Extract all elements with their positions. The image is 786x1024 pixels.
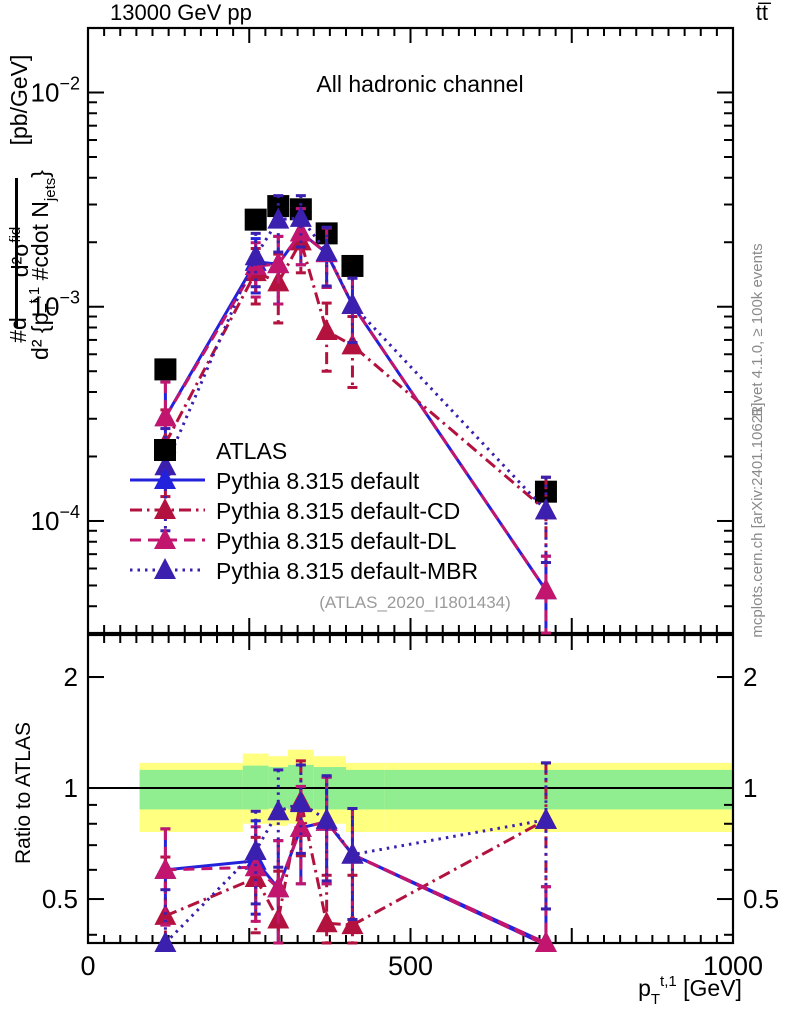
data-point — [154, 405, 177, 427]
ratio-band-inner — [217, 769, 243, 810]
analysis-id-watermark: (ATLAS_2020_I1801434) — [319, 593, 511, 612]
legend-label: Pythia 8.315 default-DL — [216, 528, 457, 554]
ylabel-fraction-bar — [15, 178, 18, 328]
xaxis-label: pTt,1 [GeV] — [638, 973, 742, 1008]
ylabel-unit: [pb/GeV] — [6, 55, 32, 146]
xtick-label: 0 — [80, 951, 95, 981]
ratio-data-point — [534, 931, 557, 952]
legend-label: Pythia 8.315 default-MBR — [216, 558, 478, 584]
legend-entry[interactable]: Pythia 8.315 default-CD — [130, 498, 460, 524]
legend-marker-square — [154, 439, 176, 461]
legend-label: Pythia 8.315 default-CD — [216, 498, 460, 524]
ratio-band-inner — [384, 769, 733, 810]
xtick-label: 1000 — [703, 951, 763, 981]
svg-text:d²σfid: d²σfid — [7, 227, 33, 278]
ylabel-den-sub2: jets — [42, 178, 59, 202]
ratio-ytick-label-right: 1 — [743, 773, 757, 803]
data-point — [154, 454, 177, 476]
ratio-ylabel: Ratio to ATLAS — [12, 722, 35, 864]
ratio-band-inner — [346, 769, 385, 810]
ylabel-den-sup1: t,1 — [26, 287, 43, 304]
svg-text:pTt,1 [GeV]: pTt,1 [GeV] — [638, 973, 742, 1008]
ratio-data-point — [154, 931, 177, 952]
xtick-label: 500 — [388, 951, 433, 981]
data-point — [289, 220, 312, 242]
data-point — [267, 252, 290, 274]
ratio-series-pythia-8-315-default-mbr — [154, 761, 557, 952]
ylabel-den-mid: #cdot N — [27, 201, 53, 287]
ratio-data-point — [267, 799, 290, 821]
ratio-data-point — [267, 876, 290, 898]
header-process-label: tt̅ — [756, 0, 772, 25]
mcplots-source-note: mcplots.cern.ch [arXiv:2401.10621] — [749, 402, 766, 637]
ytick-label: 10−2 — [31, 73, 80, 107]
ratio-data-point — [341, 842, 364, 864]
data-point — [534, 578, 557, 600]
data-point — [244, 244, 267, 266]
ratio-ytick-label: 1 — [64, 773, 78, 803]
data-point — [341, 254, 364, 277]
ratio-data-point — [244, 866, 267, 888]
axis-tick-labels: 10−2 10−3 10−4 2 2 1 1 0.5 0.5 0 500 1000 — [31, 73, 780, 981]
data-point — [534, 480, 557, 503]
xlabel-sup: t,1 — [660, 973, 677, 990]
ratio-data-point — [534, 807, 557, 829]
legend-label: Pythia 8.315 default — [216, 468, 420, 494]
series-atlas — [154, 195, 557, 503]
ratio-uncertainty-bands — [88, 749, 733, 832]
data-point — [267, 207, 290, 229]
data-point — [267, 195, 290, 218]
legend-entry[interactable]: ATLAS — [154, 438, 287, 464]
legend: ATLAS Pythia 8.315 default Pythia 8.315 de… — [130, 438, 478, 584]
ratio-panel-data — [154, 759, 557, 952]
ytick-label: 10−4 — [31, 502, 80, 536]
data-point — [315, 319, 338, 341]
data-point — [534, 498, 557, 520]
ratio-data-point — [244, 838, 267, 860]
xlabel-base: p — [638, 975, 651, 1001]
ratio-data-point — [315, 807, 338, 829]
legend-entry[interactable]: Pythia 8.315 default-MBR — [130, 558, 478, 584]
legend-entry[interactable]: Pythia 8.315 default — [130, 468, 420, 494]
legend-marker-triangle — [154, 468, 176, 489]
data-point — [315, 240, 338, 262]
ylabel-den-sub1: T — [42, 303, 59, 312]
ratio-data-point — [154, 857, 177, 879]
ylabel-denominator: d² {p — [27, 313, 53, 360]
main-ylabel-fraction: d²σfid d² {pTt,1 #cdot Njets} [pb/GeV] — [6, 55, 59, 360]
ratio-ytick-label: 0.5 — [42, 884, 78, 914]
svg-text:[pb/GeV]: [pb/GeV] — [6, 55, 32, 146]
ylabel-numerator: d²σ — [7, 243, 33, 278]
rivet-version-note: Rivet 4.1.0, ≥ 100k events — [749, 243, 766, 416]
legend-entry[interactable]: Pythia 8.315 default-DL — [130, 528, 457, 554]
ratio-ytick-label: 2 — [64, 662, 78, 692]
ytick-label: 10−3 — [31, 288, 80, 322]
data-point — [244, 208, 267, 231]
ylabel-den-end: } — [27, 170, 53, 178]
ratio-data-point — [341, 913, 364, 935]
data-point — [289, 205, 312, 227]
xlabel-unit: [GeV] — [677, 975, 742, 1001]
axis-ticks — [87, 27, 734, 943]
data-point — [154, 358, 177, 381]
legend-marker-triangle — [154, 528, 176, 549]
legend-marker-triangle — [154, 498, 176, 519]
main-panel-title: All hadronic channel — [316, 71, 523, 97]
ratio-ytick-label-right: 0.5 — [743, 884, 779, 914]
legend-marker-triangle — [154, 558, 176, 579]
ratio-data-point — [315, 911, 338, 933]
ratio-band-inner — [139, 769, 217, 810]
svg-text:d² {pTt,1 #cdot Njets}: d² {pTt,1 #cdot Njets} — [26, 170, 59, 360]
ratio-data-point — [289, 791, 312, 813]
xlabel-sub: T — [651, 991, 660, 1008]
ratio-ytick-label-right: 2 — [743, 662, 757, 692]
legend-label: ATLAS — [216, 438, 287, 464]
data-point — [341, 292, 364, 314]
header-beam-label: 13000 GeV pp — [110, 0, 252, 25]
